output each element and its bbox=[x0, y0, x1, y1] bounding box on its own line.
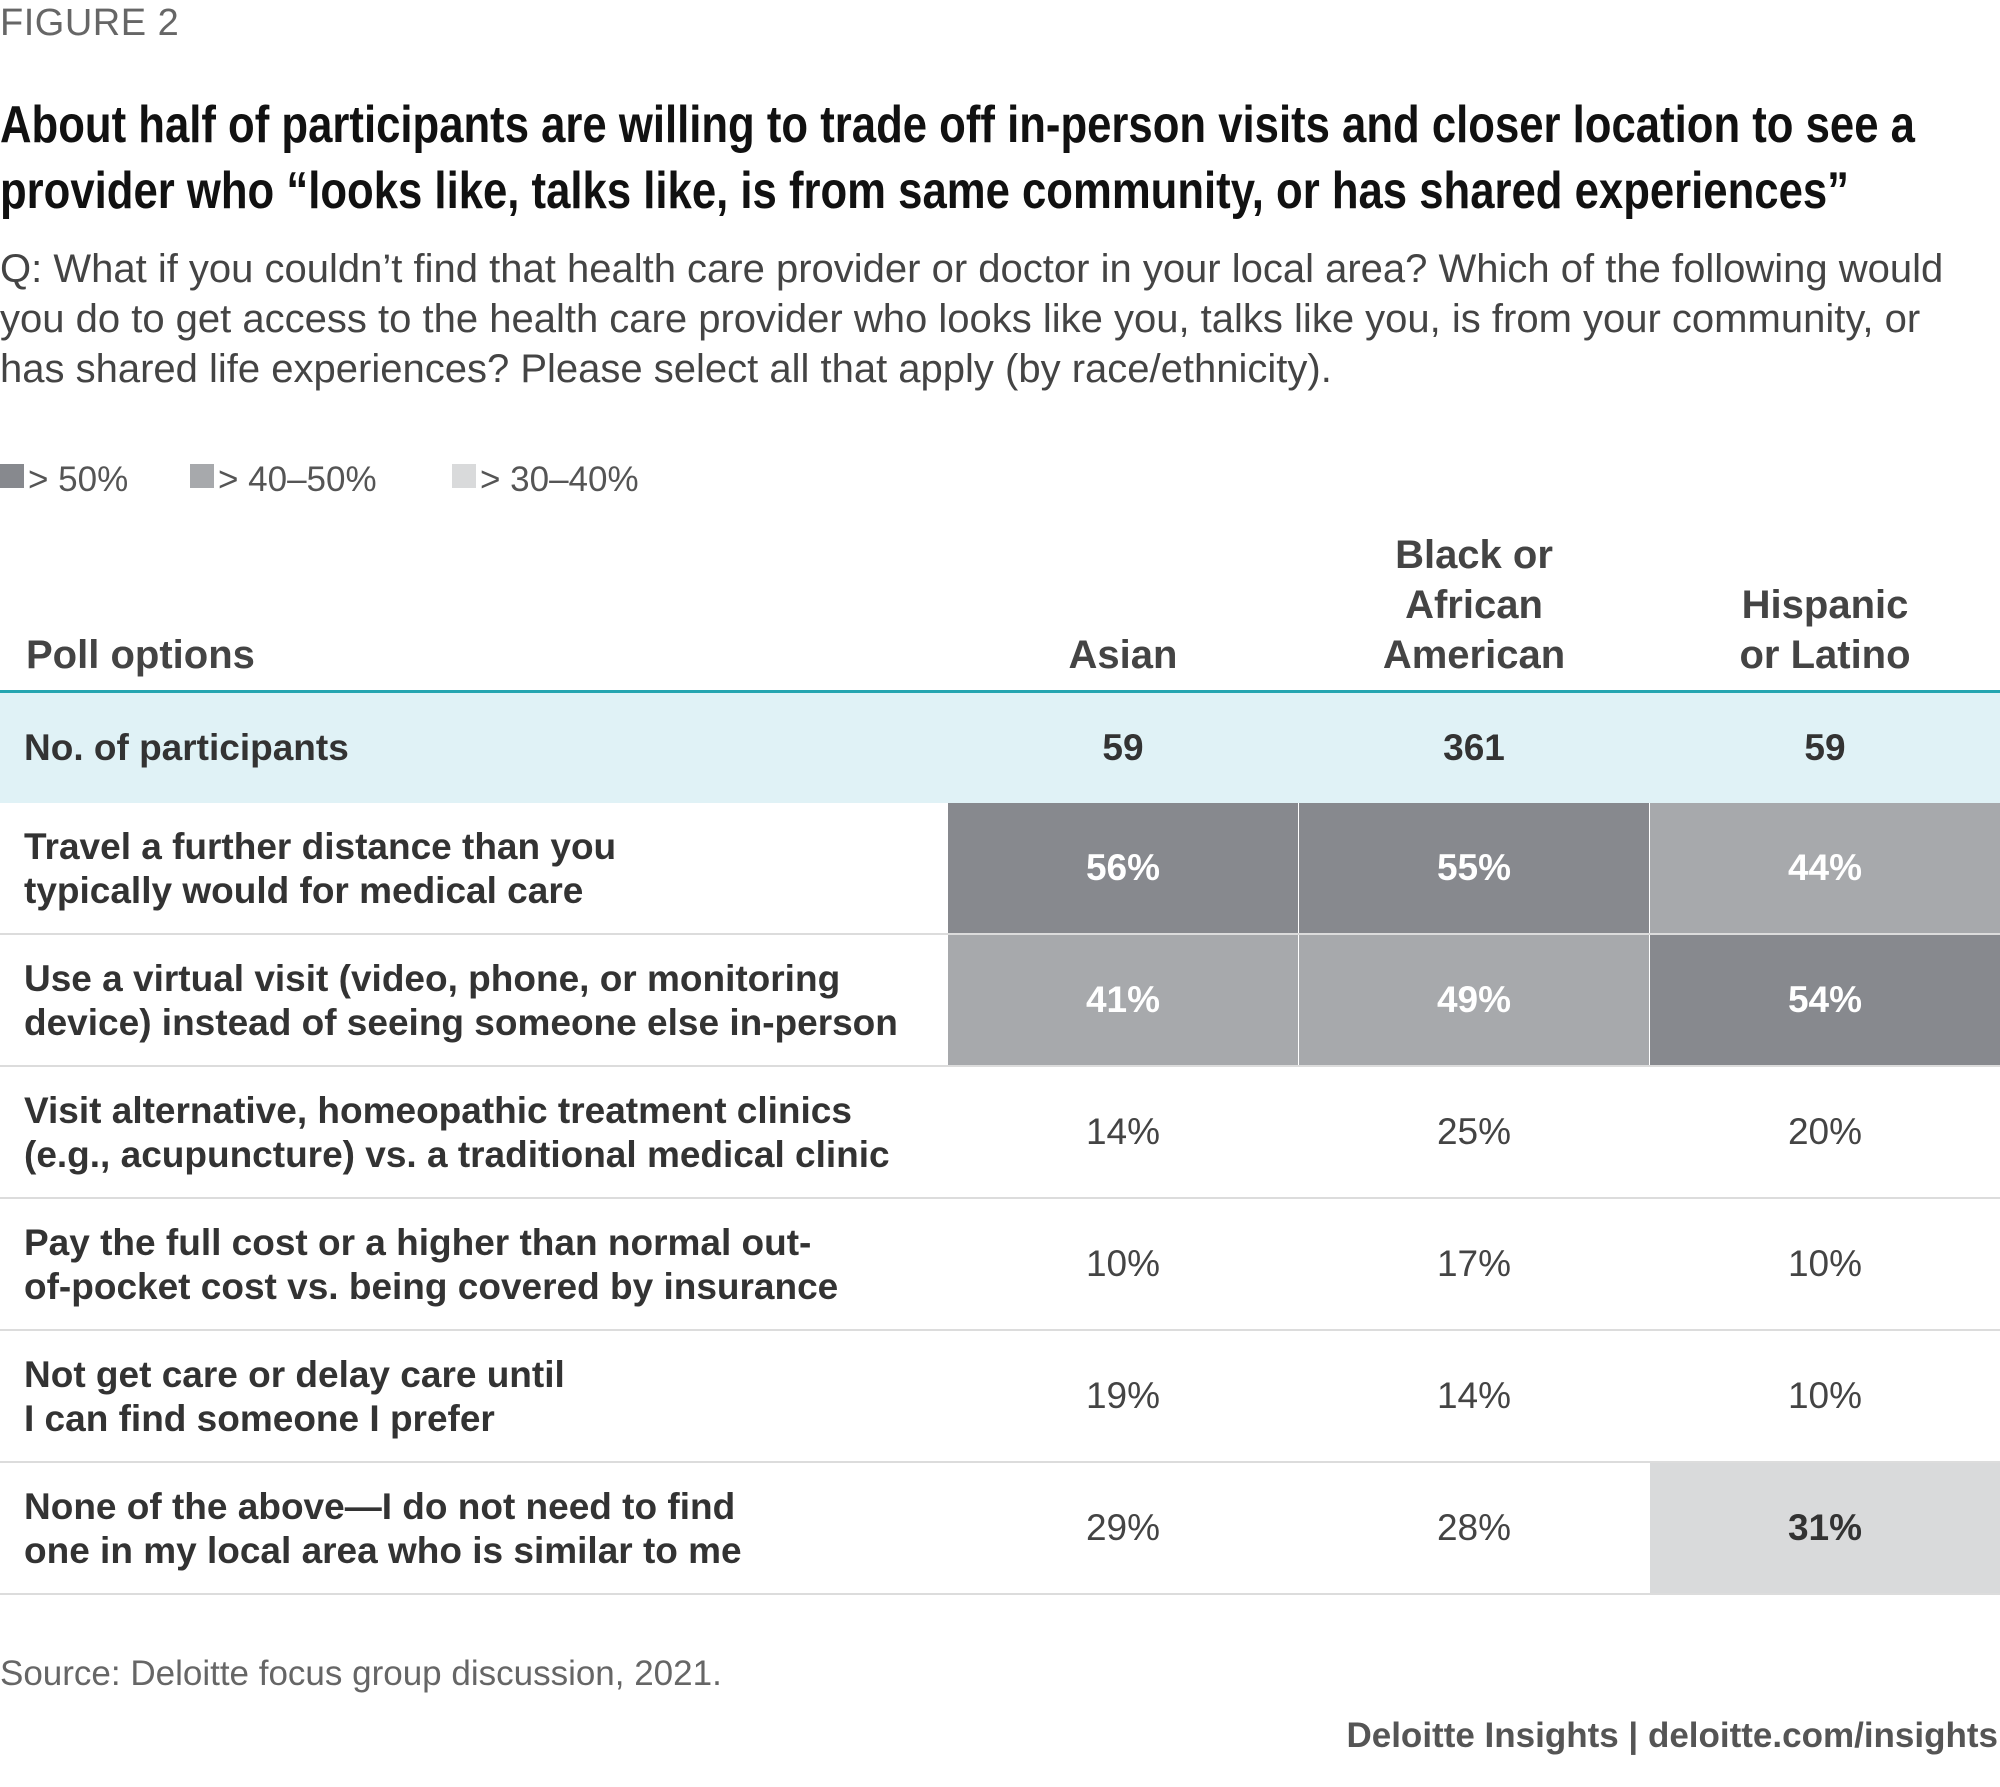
row-label: Use a virtual visit (video, phone, or mo… bbox=[24, 935, 939, 1067]
participants-value-black-or-african-american: 361 bbox=[1443, 727, 1505, 768]
header-line: Hispanic bbox=[1741, 583, 1909, 627]
row-divider bbox=[0, 1461, 2000, 1463]
header-hispanic-or-latino: Hispanic or Latino bbox=[1650, 580, 2000, 680]
cell-black-or-african-american: 28% bbox=[1436, 1507, 1512, 1548]
row-label-line: Pay the full cost or a higher than norma… bbox=[24, 1222, 812, 1263]
row-divider bbox=[0, 1329, 2000, 1331]
row-label: Not get care or delay care until I can fi… bbox=[24, 1331, 939, 1463]
row-label-line: typically would for medical care bbox=[24, 870, 584, 911]
cell-black-or-african-american: 55% bbox=[1299, 803, 1649, 933]
row-label-line: I can find someone I prefer bbox=[24, 1398, 495, 1439]
participants-value-asian: 59 bbox=[1102, 727, 1144, 768]
legend-swatch-mid bbox=[190, 464, 214, 488]
cell-black-or-african-american: 25% bbox=[1436, 1111, 1512, 1152]
row-label-line: Visit alternative, homeopathic treatment… bbox=[24, 1090, 852, 1131]
row-label-line: Not get care or delay care until bbox=[24, 1354, 565, 1395]
survey-question: Q: What if you couldn’t find that health… bbox=[0, 247, 1944, 391]
cell-asian: 56% bbox=[948, 803, 1298, 933]
publisher-credit: Deloitte Insights | deloitte.com/insight… bbox=[1346, 1716, 1998, 1755]
row-divider bbox=[0, 1065, 2000, 1067]
cell-hispanic-or-latino: 20% bbox=[1787, 1111, 1863, 1152]
cell-asian: 41% bbox=[948, 935, 1298, 1065]
cell-asian: 19% bbox=[1085, 1375, 1161, 1416]
row-label-line: one in my local area who is similar to m… bbox=[24, 1530, 742, 1571]
legend-label-high: > 50% bbox=[28, 460, 129, 499]
cell-hispanic-or-latino: 44% bbox=[1650, 803, 2000, 933]
chart-title: About half of participants are willing t… bbox=[0, 96, 1915, 220]
legend-swatch-low bbox=[452, 464, 476, 488]
participants-label: No. of participants bbox=[24, 727, 349, 768]
header-asian: Asian bbox=[948, 630, 1298, 680]
row-label-line: device) instead of seeing someone else i… bbox=[24, 1002, 898, 1043]
cell-asian: 10% bbox=[1085, 1243, 1161, 1284]
legend-item-low: > 30–40% bbox=[452, 460, 639, 500]
row-label-line: Travel a further distance than you bbox=[24, 826, 617, 867]
header-line: African bbox=[1405, 583, 1543, 627]
source-note: Source: Deloitte focus group discussion,… bbox=[0, 1654, 722, 1693]
legend-item-high: > 50% bbox=[0, 460, 128, 500]
header-divider bbox=[0, 690, 2000, 693]
row-divider bbox=[0, 933, 2000, 935]
cell-asian: 14% bbox=[1085, 1111, 1161, 1152]
header-line: or Latino bbox=[1739, 633, 1911, 677]
row-label: Visit alternative, homeopathic treatment… bbox=[24, 1067, 939, 1199]
cell-black-or-african-american: 17% bbox=[1436, 1243, 1512, 1284]
legend-label-low: > 30–40% bbox=[480, 460, 639, 499]
cell-hispanic-or-latino: 31% bbox=[1650, 1463, 2000, 1593]
legend-label-mid: > 40–50% bbox=[218, 460, 377, 499]
row-label-line: None of the above—I do not need to find bbox=[24, 1486, 736, 1527]
figure-label: FIGURE 2 bbox=[0, 2, 180, 44]
header-line: American bbox=[1382, 633, 1566, 677]
row-label-line: of-pocket cost vs. being covered by insu… bbox=[24, 1266, 839, 1307]
header-poll-options: Poll options bbox=[26, 633, 255, 677]
row-divider bbox=[0, 1197, 2000, 1199]
cell-asian: 29% bbox=[1085, 1507, 1161, 1548]
row-divider bbox=[0, 1593, 2000, 1595]
row-label: None of the above—I do not need to find o… bbox=[24, 1463, 939, 1595]
cell-black-or-african-american: 14% bbox=[1436, 1375, 1512, 1416]
header-line: Asian bbox=[1068, 633, 1178, 677]
row-label: Travel a further distance than you typica… bbox=[24, 803, 939, 935]
row-label-line: Use a virtual visit (video, phone, or mo… bbox=[24, 958, 841, 999]
row-label: Pay the full cost or a higher than norma… bbox=[24, 1199, 939, 1331]
legend-swatch-high bbox=[0, 464, 24, 488]
legend-item-mid: > 40–50% bbox=[190, 460, 377, 500]
header-black-or-african-american: Black or African American bbox=[1299, 530, 1649, 680]
cell-hispanic-or-latino: 10% bbox=[1787, 1375, 1863, 1416]
cell-hispanic-or-latino: 54% bbox=[1650, 935, 2000, 1065]
row-label-line: (e.g., acupuncture) vs. a traditional me… bbox=[24, 1134, 890, 1175]
cell-hispanic-or-latino: 10% bbox=[1787, 1243, 1863, 1284]
cell-black-or-african-american: 49% bbox=[1299, 935, 1649, 1065]
participants-value-hispanic-or-latino: 59 bbox=[1804, 727, 1846, 768]
header-line: Black or bbox=[1395, 533, 1553, 577]
participants-row bbox=[0, 693, 2000, 803]
